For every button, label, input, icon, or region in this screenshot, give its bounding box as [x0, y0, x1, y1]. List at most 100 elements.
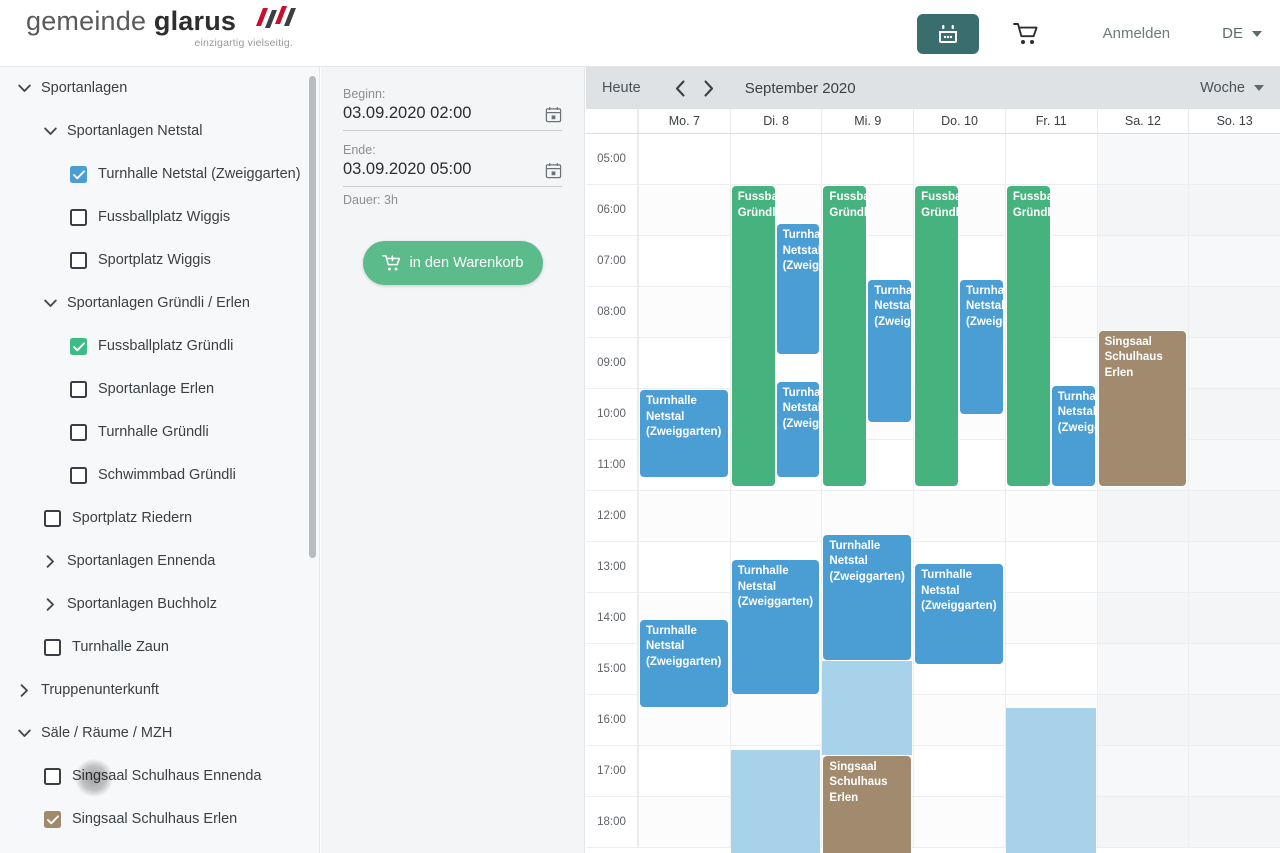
checkbox-checked[interactable] [70, 166, 87, 183]
time-slot[interactable] [1188, 797, 1280, 848]
day-header-5[interactable]: Sa. 12 [1096, 109, 1189, 133]
today-button[interactable]: Heute [602, 80, 641, 96]
sidebar-item-sportplatz-riedern[interactable]: Sportplatz Riedern [0, 497, 319, 540]
sidebar-item-fussballplatz-wiggis[interactable]: Fussballplatz Wiggis [0, 196, 319, 239]
sidebar-scrollbar[interactable] [309, 76, 316, 558]
calendar-event[interactable]: Turnhalle Netstal (Zweiggarten) [822, 533, 913, 661]
time-slot[interactable] [913, 695, 1005, 746]
language-selector[interactable]: DE [1222, 25, 1262, 42]
time-slot[interactable] [1096, 746, 1189, 797]
cart-button[interactable] [1009, 17, 1043, 51]
time-selection-block[interactable] [822, 661, 913, 755]
calendar-event[interactable]: Turnhalle Netstal (Zweiggarten) [775, 380, 821, 479]
start-field[interactable]: Beginn: 03.09.2020 02:00 [343, 87, 562, 131]
sidebar-item-sportanlagen[interactable]: Sportanlagen [0, 67, 319, 110]
time-slot[interactable] [913, 797, 1005, 848]
site-logo[interactable]: gemeinde glarus einzigartig vielseitig. [26, 6, 296, 62]
day-header-3[interactable]: Do. 10 [913, 109, 1005, 133]
time-slot[interactable] [1188, 593, 1280, 644]
time-slot[interactable] [913, 134, 1005, 185]
sidebar-item-fussballplatz-gründli[interactable]: Fussballplatz Gründli [0, 325, 319, 368]
time-slot[interactable] [1096, 593, 1189, 644]
time-slot[interactable] [638, 134, 730, 185]
time-slot[interactable] [1004, 491, 1097, 542]
calendar-event[interactable]: Turnhalle Netstal (Zweiggarten) [775, 223, 821, 355]
time-slot[interactable] [1004, 134, 1097, 185]
day-header-4[interactable]: Fr. 11 [1004, 109, 1097, 133]
time-slot[interactable] [1188, 389, 1280, 440]
time-slot[interactable] [1004, 644, 1097, 695]
time-slot[interactable] [638, 236, 730, 287]
time-slot[interactable] [638, 287, 730, 338]
chevron-right-icon-wrap[interactable] [40, 598, 60, 611]
sidebar-item-turnhalle-netstal-zweiggarten[interactable]: Turnhalle Netstal (Zweiggarten) [0, 153, 319, 196]
calendar-event[interactable]: Singsaal Schulhaus Erlen [1097, 329, 1188, 487]
checkbox-unchecked[interactable] [44, 510, 61, 527]
calendar-event[interactable]: Fussballplatz Gründli [1005, 185, 1051, 487]
calendar-grid-scroll[interactable]: 05:00 06:00 07:00 08:00 09:00 10:00 11:00 12:00… [586, 134, 1280, 853]
checkbox-unchecked[interactable] [70, 467, 87, 484]
calendar-event[interactable]: Fussballplatz Gründli [730, 185, 776, 487]
time-slot[interactable] [1188, 440, 1280, 491]
sidebar-item-sportplatz-wiggis[interactable]: Sportplatz Wiggis [0, 239, 319, 282]
time-slot[interactable] [913, 746, 1005, 797]
checkbox-unchecked[interactable] [44, 639, 61, 656]
calendar-event[interactable]: Turnhalle Netstal (Zweiggarten) [1050, 384, 1096, 487]
checkbox-unchecked[interactable] [70, 424, 87, 441]
chevron-down-icon-wrap[interactable] [40, 127, 60, 136]
checkbox-checked[interactable] [70, 338, 87, 355]
login-link[interactable]: Anmelden [1102, 25, 1171, 42]
time-selection-block[interactable] [730, 750, 821, 853]
time-slot[interactable] [729, 695, 822, 746]
sidebar-item-singsaal-schulhaus-erlen[interactable]: Singsaal Schulhaus Erlen [0, 798, 319, 841]
sidebar-item-truppenunterkunft[interactable]: Truppenunterkunft [0, 669, 319, 712]
time-slot[interactable] [638, 491, 730, 542]
calendar-event[interactable]: Turnhalle Netstal (Zweiggarten) [914, 563, 1004, 666]
checkbox-unchecked[interactable] [70, 381, 87, 398]
chevron-down-icon-wrap[interactable] [40, 299, 60, 308]
time-slot[interactable] [1188, 746, 1280, 797]
sidebar-item-sportanlagen-ennenda[interactable]: Sportanlagen Ennenda [0, 540, 319, 583]
next-week-button[interactable] [695, 79, 723, 97]
time-slot[interactable] [1188, 491, 1280, 542]
time-slot[interactable] [1004, 542, 1097, 593]
chevron-right-icon-wrap[interactable] [14, 684, 34, 697]
time-slot[interactable] [1188, 134, 1280, 185]
day-header-1[interactable]: Di. 8 [729, 109, 822, 133]
time-slot[interactable] [1188, 338, 1280, 389]
time-slot[interactable] [1096, 134, 1189, 185]
checkbox-unchecked[interactable] [70, 252, 87, 269]
time-slot[interactable] [1188, 236, 1280, 287]
sidebar-item-sportanlagen-buchholz[interactable]: Sportanlagen Buchholz [0, 583, 319, 626]
time-slot[interactable] [638, 797, 730, 848]
sidebar-item-säle-räume-mzh[interactable]: Säle / Räume / MZH [0, 712, 319, 755]
calendar-event[interactable]: Turnhalle Netstal (Zweiggarten) [867, 278, 913, 423]
sidebar-item-schwimmbad-gründli[interactable]: Schwimmbad Gründli [0, 454, 319, 497]
day-header-0[interactable]: Mo. 7 [638, 109, 730, 133]
calendar-button[interactable] [916, 13, 979, 54]
time-slot[interactable] [1096, 695, 1189, 746]
sidebar-item-sportanlage-erlen[interactable]: Sportanlage Erlen [0, 368, 319, 411]
time-slot[interactable] [1096, 644, 1189, 695]
time-slot[interactable] [1188, 287, 1280, 338]
sidebar-item-turnhalle-gründli[interactable]: Turnhalle Gründli [0, 411, 319, 454]
calendar-picker-icon[interactable] [545, 162, 562, 179]
time-slot[interactable] [1188, 185, 1280, 236]
checkbox-unchecked[interactable] [70, 209, 87, 226]
time-slot[interactable] [1004, 593, 1097, 644]
time-selection-block[interactable] [1005, 707, 1096, 853]
calendar-event[interactable]: Fussballplatz Gründli [822, 185, 868, 487]
chevron-down-icon-wrap[interactable] [14, 729, 34, 738]
calendar-event[interactable]: Turnhalle Netstal (Zweiggarten) [639, 618, 729, 708]
calendar-event[interactable]: Turnhalle Netstal (Zweiggarten) [959, 278, 1004, 415]
day-header-2[interactable]: Mi. 9 [821, 109, 913, 133]
time-slot[interactable] [1096, 797, 1189, 848]
sidebar-item-turnhalle-zaun[interactable]: Turnhalle Zaun [0, 626, 319, 669]
time-slot[interactable] [913, 491, 1005, 542]
time-slot[interactable] [729, 491, 822, 542]
time-slot[interactable] [1188, 644, 1280, 695]
facility-tree-sidebar[interactable]: Sportanlagen Sportanlagen Netstal Turnhall… [0, 67, 320, 853]
time-slot[interactable] [638, 185, 730, 236]
checkbox-unchecked[interactable] [44, 768, 61, 785]
sidebar-item-sportanlagen-gründli-erlen[interactable]: Sportanlagen Gründli / Erlen [0, 282, 319, 325]
